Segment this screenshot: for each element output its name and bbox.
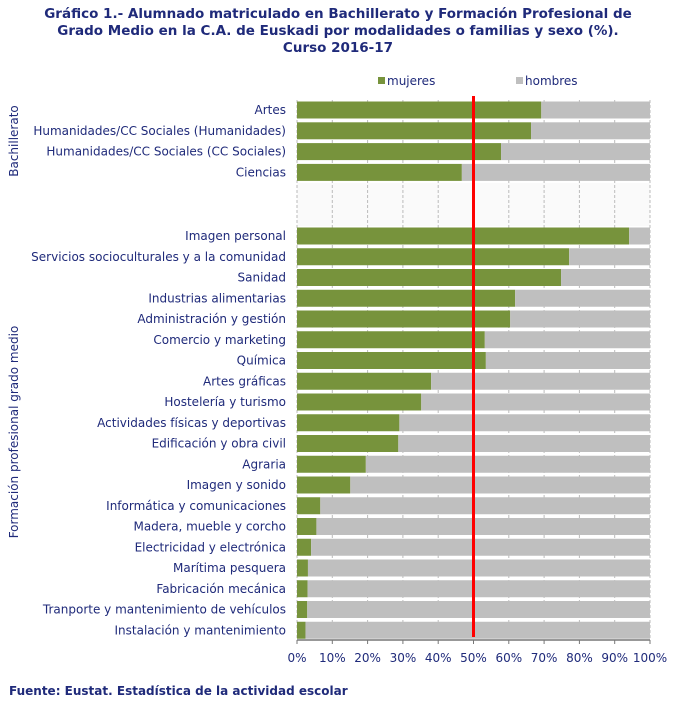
category-label: Imagen personal xyxy=(185,229,286,243)
group-label: Formación profesional grado medio xyxy=(7,326,21,539)
bar-hombres xyxy=(365,455,650,473)
bar-mujeres xyxy=(297,538,312,556)
bar-hombres xyxy=(561,269,650,286)
bar-hombres xyxy=(399,414,650,432)
bar-hombres xyxy=(398,435,650,452)
category-label: Tranporte y mantenimiento de vehículos xyxy=(42,603,286,617)
x-tick-label: 20% xyxy=(354,651,381,665)
title-line: Grado Medio en la C.A. de Euskadi por mo… xyxy=(57,23,619,39)
bar-mujeres xyxy=(297,143,502,161)
bar-mujeres xyxy=(297,248,570,266)
category-label: Industrias alimentarias xyxy=(148,291,286,305)
bar-hombres xyxy=(305,621,650,639)
bar-mujeres xyxy=(297,352,486,369)
category-label: Agraria xyxy=(242,457,286,471)
category-label: Artes gráficas xyxy=(203,374,286,388)
x-tick-label: 0% xyxy=(287,651,306,665)
x-tick-label: 90% xyxy=(601,651,628,665)
bar-hombres xyxy=(421,393,650,411)
bar-hombres xyxy=(307,601,650,618)
legend-label-hombres: hombres xyxy=(525,74,578,88)
bar-hombres xyxy=(431,372,650,390)
bar-mujeres xyxy=(297,435,399,452)
bar-hombres xyxy=(307,559,650,577)
category-label: Sanidad xyxy=(238,271,287,285)
legend-label-mujeres: mujeres xyxy=(387,74,435,88)
bar-hombres xyxy=(307,580,650,598)
category-label: Humanidades/CC Sociales (CC Sociales) xyxy=(46,145,286,159)
category-label: Ciencias xyxy=(236,165,286,179)
legend-swatch-mujeres xyxy=(378,77,385,84)
bar-mujeres xyxy=(297,163,462,181)
bar-hombres xyxy=(320,497,650,515)
category-label: Artes xyxy=(255,103,286,117)
category-label: Imagen y sonido xyxy=(187,478,286,492)
x-tick-label: 70% xyxy=(531,651,558,665)
category-label: Actividades físicas y deportivas xyxy=(97,416,286,430)
bar-mujeres xyxy=(297,122,532,140)
x-tick-label: 50% xyxy=(460,651,487,665)
bar-mujeres xyxy=(297,580,308,598)
category-label: Humanidades/CC Sociales (Humanidades) xyxy=(33,124,286,138)
bar-mujeres xyxy=(297,455,366,473)
bar-mujeres xyxy=(297,372,432,390)
category-label: Madera, mueble y corcho xyxy=(133,520,286,534)
x-tick-label: 30% xyxy=(390,651,417,665)
bar-mujeres xyxy=(297,101,542,119)
bar-mujeres xyxy=(297,497,321,515)
category-label: Marítima pesquera xyxy=(173,561,286,575)
category-label: Instalación y mantenimiento xyxy=(115,623,287,637)
bar-hombres xyxy=(629,227,650,245)
x-tick-label: 60% xyxy=(495,651,522,665)
group-label: Bachillerato xyxy=(7,105,21,177)
bar-mujeres xyxy=(297,476,351,494)
bar-mujeres xyxy=(297,310,511,328)
bar-hombres xyxy=(569,248,650,266)
category-label: Servicios socioculturales y a la comunid… xyxy=(31,250,286,264)
category-label: Electricidad y electrónica xyxy=(135,540,286,554)
title-line: Curso 2016-17 xyxy=(282,40,394,56)
category-label: Fabricación mecánica xyxy=(156,582,286,596)
chart-title: Gráfico 1.- Alumnado matriculado en Bach… xyxy=(0,6,676,57)
x-tick-label: 80% xyxy=(566,651,593,665)
source-note: Fuente: Eustat. Estadística de la activi… xyxy=(9,684,348,698)
bar-hombres xyxy=(461,163,650,181)
category-label: Informática y comunicaciones xyxy=(106,499,286,513)
bar-hombres xyxy=(541,101,650,119)
legend-swatch-hombres xyxy=(516,77,523,84)
category-label: Química xyxy=(237,354,286,368)
bar-hombres xyxy=(510,310,650,328)
bar-hombres xyxy=(531,122,650,140)
bar-mujeres xyxy=(297,393,422,411)
bar-hombres xyxy=(316,518,650,535)
title-line: Gráfico 1.- Alumnado matriculado en Bach… xyxy=(44,6,632,22)
bar-mujeres xyxy=(297,331,485,349)
bar-mujeres xyxy=(297,601,308,618)
x-tick-label: 40% xyxy=(425,651,452,665)
x-tick-label: 100% xyxy=(633,651,667,665)
bar-mujeres xyxy=(297,227,630,245)
x-tick-label: 10% xyxy=(319,651,346,665)
category-label: Hostelería y turismo xyxy=(164,395,286,409)
bar-hombres xyxy=(484,331,650,349)
bar-mujeres xyxy=(297,621,306,639)
bar-hombres xyxy=(501,143,650,161)
category-label: Administración y gestión xyxy=(137,312,286,326)
bar-mujeres xyxy=(297,518,317,535)
bar-hombres xyxy=(350,476,650,494)
category-label: Edificación y obra civil xyxy=(152,437,286,451)
bar-mujeres xyxy=(297,414,400,432)
bar-hombres xyxy=(515,289,650,307)
category-label: Comercio y marketing xyxy=(153,333,286,347)
bar-hombres xyxy=(485,352,650,369)
bar-mujeres xyxy=(297,269,562,286)
bar-hombres xyxy=(311,538,650,556)
bar-mujeres xyxy=(297,559,308,577)
bar-mujeres xyxy=(297,289,516,307)
